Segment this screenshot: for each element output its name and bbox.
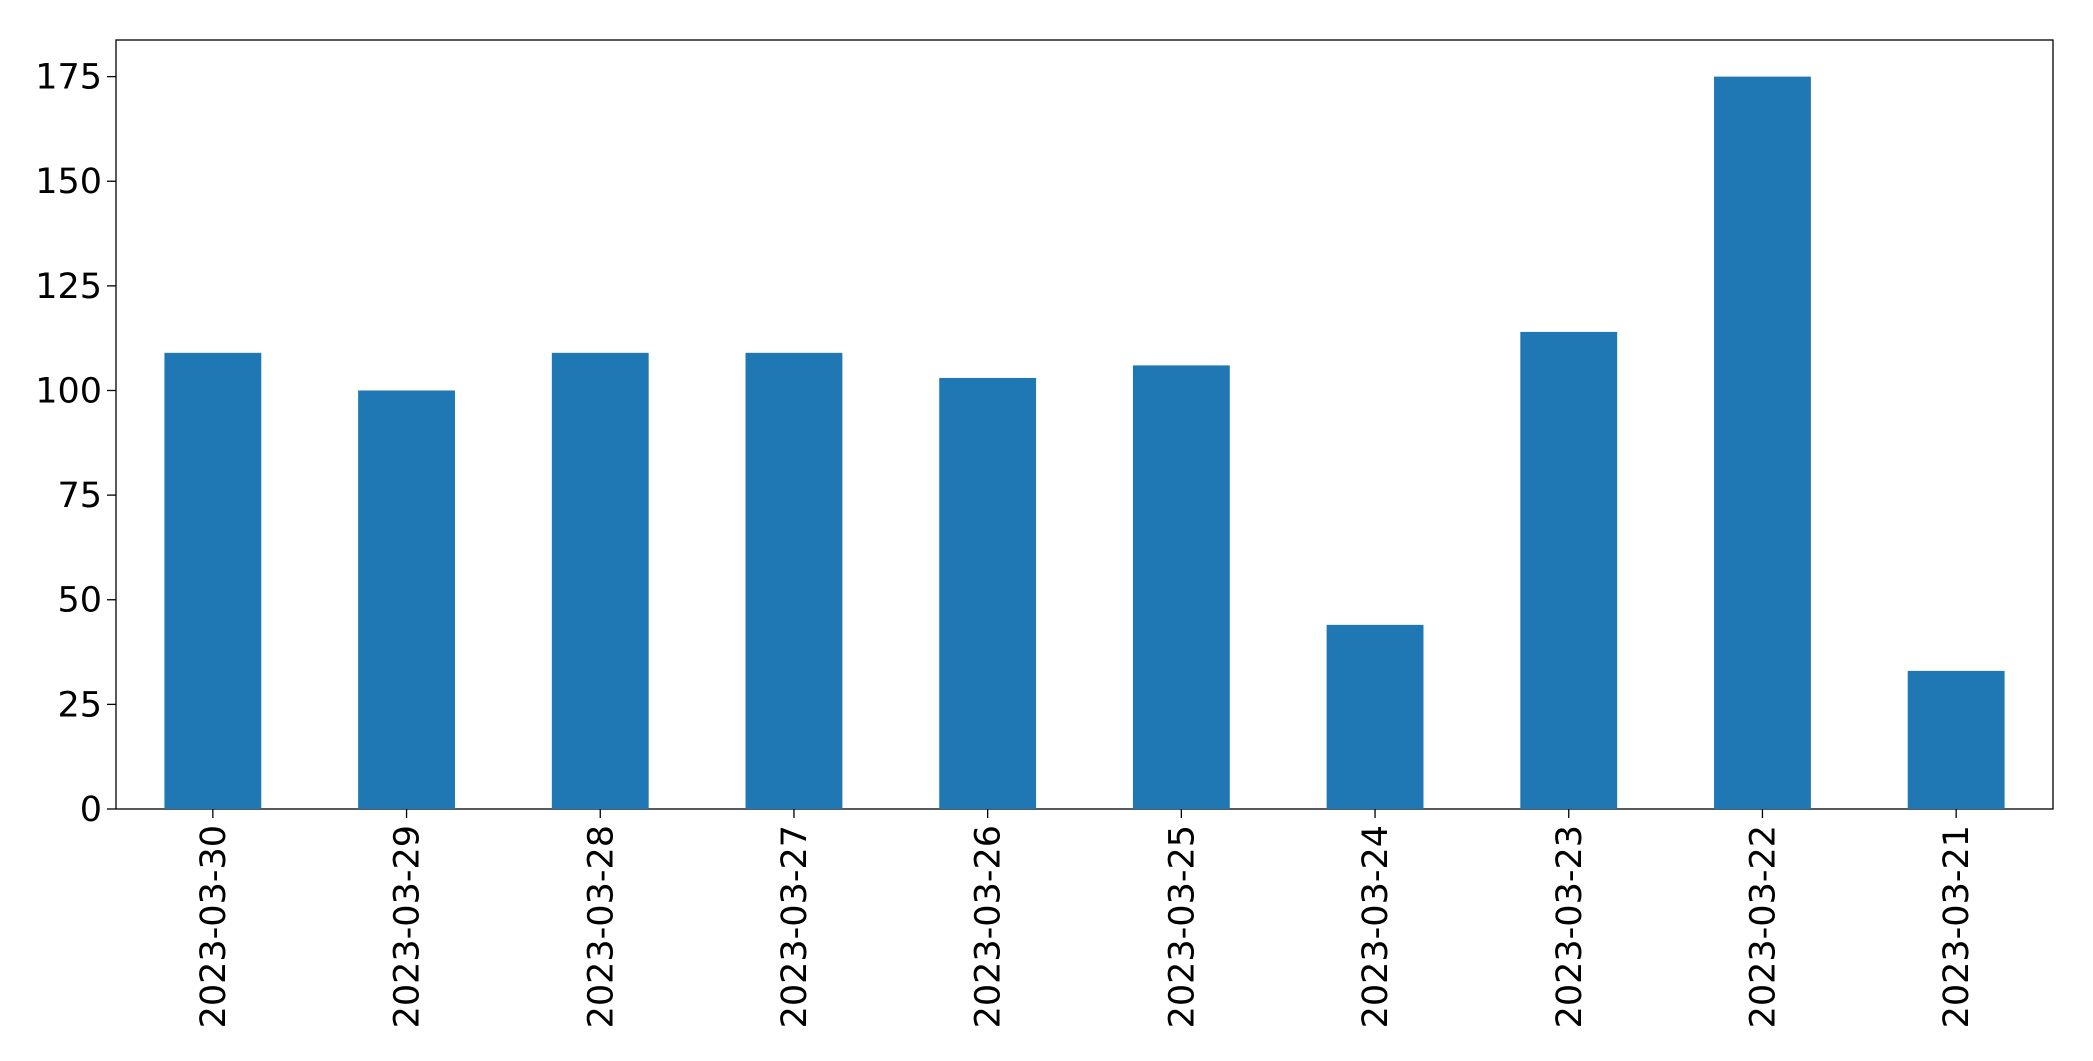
y-tick-label: 75 — [57, 476, 102, 516]
bar — [1520, 331, 1618, 809]
x-tick-label: 2023-03-30 — [194, 825, 234, 1028]
y-tick-label: 0 — [80, 790, 102, 830]
x-tick-label: 2023-03-27 — [775, 825, 815, 1028]
bar — [745, 352, 843, 809]
bar — [551, 352, 649, 809]
x-tick-label: 2023-03-25 — [1162, 825, 1202, 1028]
bar — [1326, 624, 1424, 809]
x-tick-label: 2023-03-22 — [1743, 825, 1783, 1028]
x-tick-label: 2023-03-28 — [581, 825, 621, 1028]
bar — [1907, 670, 2005, 809]
x-tick-label: 2023-03-21 — [1937, 825, 1977, 1028]
bar — [939, 377, 1037, 809]
y-tick-label: 25 — [57, 685, 102, 725]
bar — [1714, 76, 1811, 810]
y-tick-label: 50 — [57, 581, 102, 621]
y-tick-label: 150 — [35, 162, 102, 202]
plot-frame — [115, 39, 2054, 810]
x-tick-label: 2023-03-26 — [969, 825, 1009, 1028]
x-tick-label: 2023-03-24 — [1356, 825, 1396, 1028]
x-tick-label: 2023-03-29 — [388, 825, 428, 1028]
y-tick-label: 175 — [35, 58, 102, 98]
y-tick-label: 100 — [35, 371, 102, 411]
bar — [1132, 365, 1230, 809]
y-tick-label: 125 — [35, 267, 102, 307]
x-tick-label: 2023-03-23 — [1550, 825, 1590, 1028]
bar — [358, 390, 455, 809]
bar — [164, 352, 262, 809]
